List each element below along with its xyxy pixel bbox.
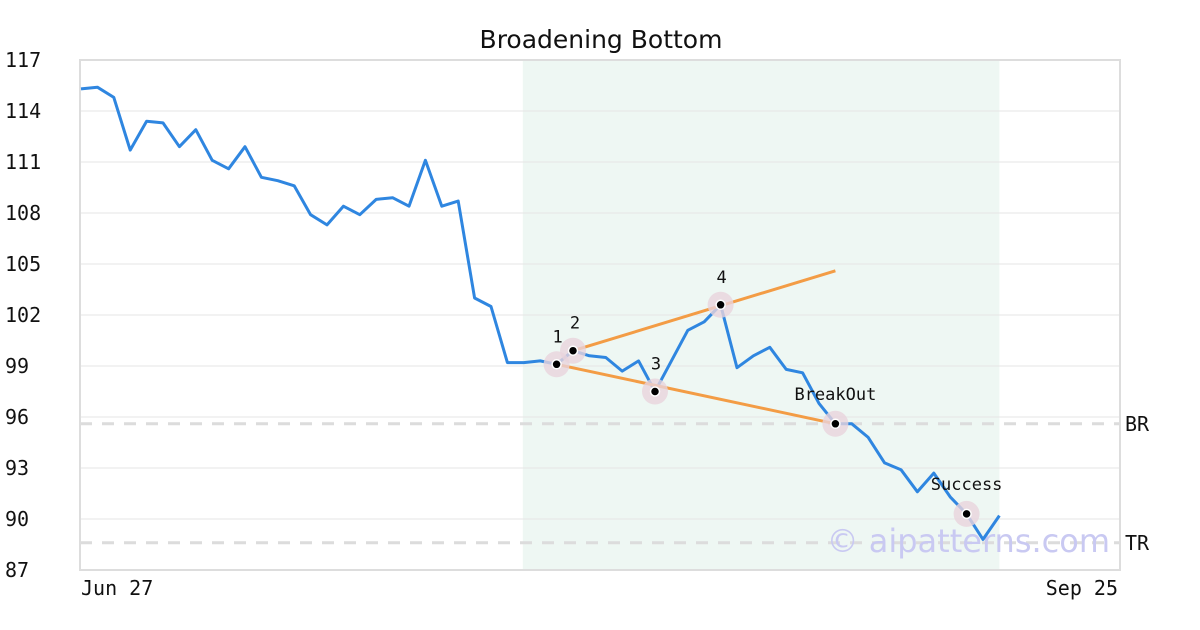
trend-line: [556, 362, 836, 426]
y-tick-labels: 87 90 93 96 99 102 105 108 111 114 117: [5, 48, 41, 582]
y-tick-label: 96: [5, 405, 29, 429]
watermark: © aipatterns.com: [827, 522, 1110, 560]
trend-lines-layer: [556, 269, 836, 426]
y-tick-label: 93: [5, 456, 29, 480]
y-tick-label: 90: [5, 507, 29, 531]
pattern-point-label: 1: [552, 327, 562, 347]
y-tick-label: 117: [5, 48, 41, 72]
pattern-point-marker: [551, 359, 562, 370]
y-tick-label: 87: [5, 558, 29, 582]
plot-frame: [79, 59, 1121, 571]
pattern-point-marker: [830, 418, 841, 430]
pattern-points-layer: 12 3 4 BreakOut Success: [543, 268, 1003, 527]
y-tick-label: 102: [5, 303, 41, 327]
x-tick-label-end: Sep 25: [1046, 576, 1118, 600]
y-tick-label: 99: [5, 354, 29, 378]
y-tick-label: 105: [5, 252, 41, 276]
y-tick-label: 114: [5, 99, 41, 123]
pattern-point-marker: [649, 386, 661, 397]
chart-title: Broadening Bottom: [480, 25, 723, 54]
pattern-point-label: 4: [716, 268, 726, 288]
pattern-point-marker: [961, 508, 972, 520]
pattern-point-label: 3: [651, 355, 661, 375]
reference-line-label: BR: [1125, 412, 1150, 436]
pattern-point-marker: [567, 345, 579, 356]
trend-line: [572, 269, 836, 353]
pattern-point-marker: [715, 299, 726, 311]
pattern-point-label: Success: [931, 475, 1003, 495]
reference-line-label: TR: [1125, 531, 1150, 555]
y-tick-label: 108: [5, 201, 41, 225]
pattern-point-label: BreakOut: [794, 385, 876, 405]
y-tick-label: 111: [5, 150, 41, 174]
pattern-point-label: 2: [570, 314, 580, 334]
x-tick-label-start: Jun 27: [81, 576, 153, 600]
reference-lines-layer: BR TR: [80, 412, 1150, 555]
